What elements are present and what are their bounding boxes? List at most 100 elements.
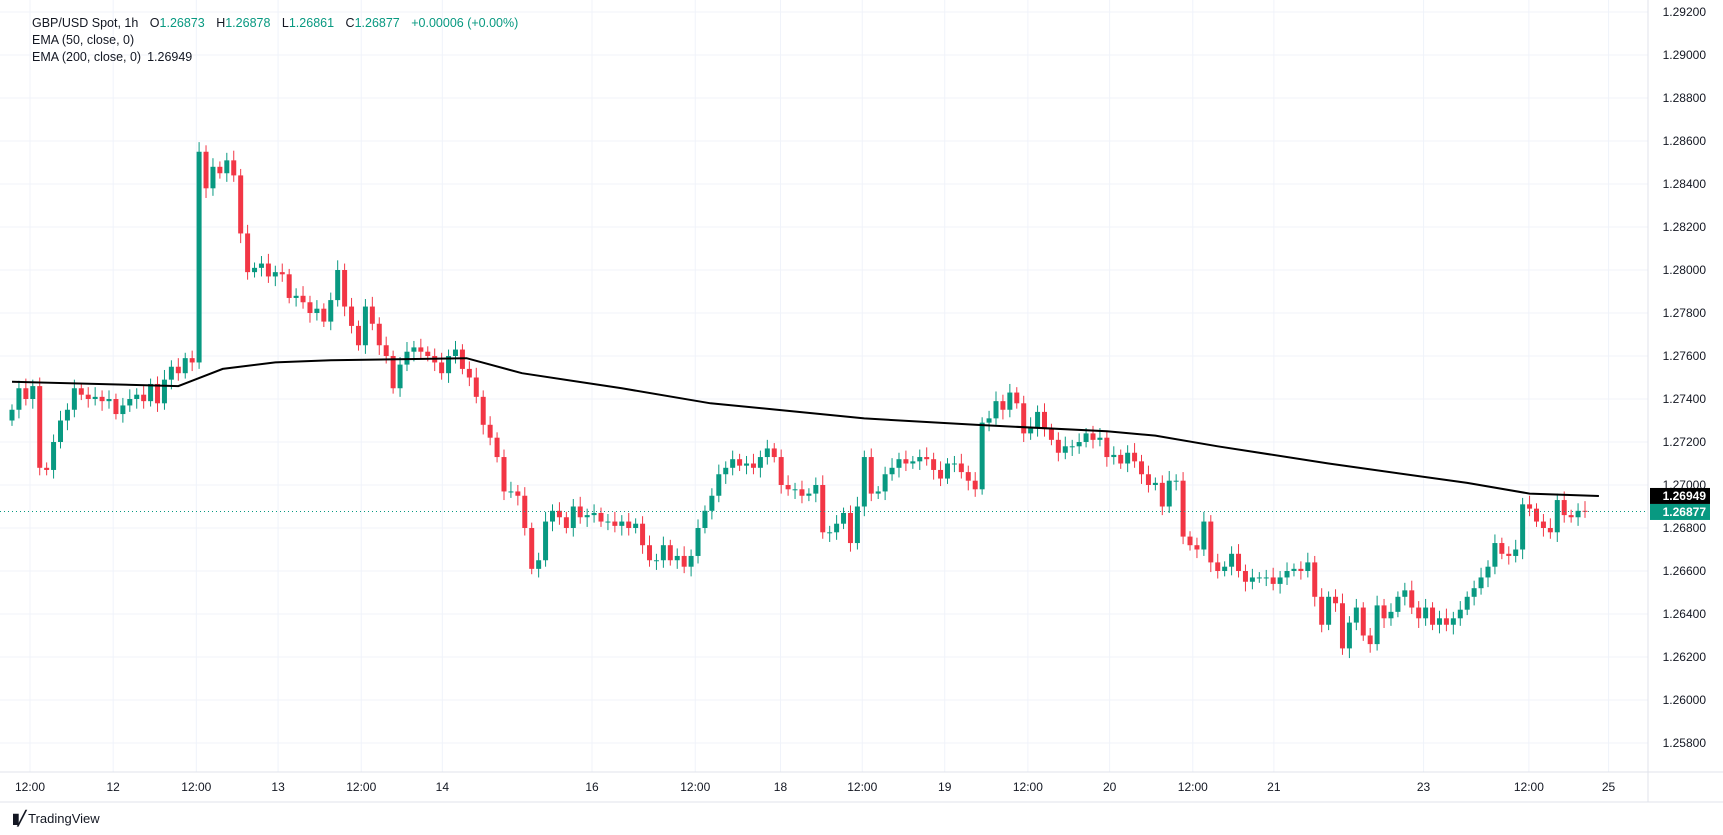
candle-body — [1201, 521, 1207, 550]
symbol-legend-row[interactable]: GBP/USD Spot, 1h O1.26873 H1.26878 L1.26… — [32, 15, 518, 32]
candle-body — [847, 512, 853, 544]
candle-down — [799, 480, 805, 504]
candle-body — [1208, 521, 1214, 563]
y-tick-label: 1.27400 — [1663, 392, 1707, 406]
candle-down — [1145, 465, 1151, 493]
candle-body — [279, 272, 285, 275]
candle-body — [757, 457, 763, 468]
candle-up — [917, 449, 923, 470]
candle-body — [924, 457, 930, 460]
candle-body — [1263, 577, 1269, 579]
candle-up — [314, 300, 320, 321]
candle-body — [647, 545, 653, 561]
candle-body — [598, 512, 604, 522]
candle-body — [1229, 553, 1235, 567]
candle-down — [1527, 495, 1533, 517]
x-tick-label: 12:00 — [1178, 780, 1208, 794]
close-value: 1.26877 — [354, 16, 400, 30]
candle-body — [1478, 577, 1484, 589]
candle-body — [834, 523, 840, 533]
candle-down — [376, 317, 382, 355]
candle-body — [681, 555, 687, 567]
candle-body — [619, 521, 625, 526]
candles — [9, 142, 1588, 659]
candle-up — [362, 299, 368, 354]
candle-up — [834, 515, 840, 540]
y-tick-label: 1.28400 — [1663, 177, 1707, 191]
candle-up — [64, 403, 70, 431]
candle-body — [1464, 596, 1470, 610]
ema200-label: EMA (200, close, 0) — [32, 50, 142, 64]
candle-body — [1097, 437, 1103, 440]
candle-down — [390, 350, 396, 394]
candle-down — [647, 535, 653, 567]
candle-down — [820, 475, 826, 539]
candle-body — [903, 459, 909, 464]
candle-body — [1291, 568, 1297, 571]
candle-body — [51, 442, 57, 470]
candle-body — [1561, 500, 1567, 516]
candle-body — [383, 345, 389, 356]
candle-body — [1055, 439, 1061, 453]
candle-up — [716, 464, 722, 503]
candle-up — [272, 265, 278, 287]
ema200-legend-row[interactable]: EMA (200, close, 0) 1.26949 — [32, 49, 518, 66]
ema50-legend-row[interactable]: EMA (50, close, 0) — [32, 32, 518, 49]
candle-up — [168, 360, 174, 390]
time-axis[interactable] — [0, 772, 1648, 802]
candle-up — [1520, 497, 1526, 560]
candle-body — [452, 349, 458, 356]
candle-body — [1540, 521, 1546, 528]
candle-up — [1305, 552, 1311, 578]
tradingview-logo[interactable]: ▮╱ TradingView — [12, 810, 100, 827]
candle-body — [951, 463, 957, 465]
candle-body — [1048, 429, 1054, 440]
candle-down — [1132, 443, 1138, 468]
candle-up — [210, 158, 216, 196]
candle-body — [1007, 392, 1013, 410]
candle-body — [1014, 392, 1020, 404]
price-axis[interactable] — [1648, 0, 1723, 835]
candle-body — [1062, 446, 1068, 453]
candle-up — [9, 404, 15, 426]
candle-up — [1249, 568, 1255, 590]
candle-body — [71, 388, 77, 410]
candle-body — [439, 362, 445, 374]
candle-body — [938, 469, 944, 479]
candle-body — [896, 459, 902, 468]
candle-down — [1187, 531, 1193, 551]
candle-down — [1298, 561, 1304, 580]
candle-up — [1450, 611, 1456, 635]
candle-body — [1222, 566, 1228, 571]
candle-body — [78, 388, 84, 395]
candle-up — [730, 450, 736, 476]
candle-body — [1284, 571, 1290, 578]
candle-down — [480, 390, 486, 435]
candle-body — [612, 521, 618, 526]
candle-body — [217, 166, 223, 174]
candle-body — [148, 383, 154, 402]
candle-body — [1402, 590, 1408, 597]
candle-body — [854, 506, 860, 544]
candle-body — [792, 489, 798, 491]
y-tick-label: 1.26400 — [1663, 607, 1707, 621]
candle-up — [1513, 539, 1519, 563]
candle-body — [771, 448, 777, 458]
candle-body — [120, 405, 126, 415]
candle-down — [626, 512, 632, 536]
candle-down — [667, 539, 673, 566]
candle-body — [910, 461, 916, 464]
candle-up — [1069, 439, 1075, 456]
candle-body — [376, 323, 382, 346]
candle-down — [1533, 503, 1539, 527]
y-tick-label: 1.27800 — [1663, 306, 1707, 320]
candle-up — [1374, 595, 1380, 651]
candle-down — [1118, 449, 1124, 469]
candle-body — [1450, 618, 1456, 625]
candle-body — [820, 485, 826, 533]
candle-down — [515, 485, 521, 506]
candle-body — [1111, 454, 1117, 458]
candle-body — [841, 512, 847, 524]
candle-body — [1333, 596, 1339, 604]
